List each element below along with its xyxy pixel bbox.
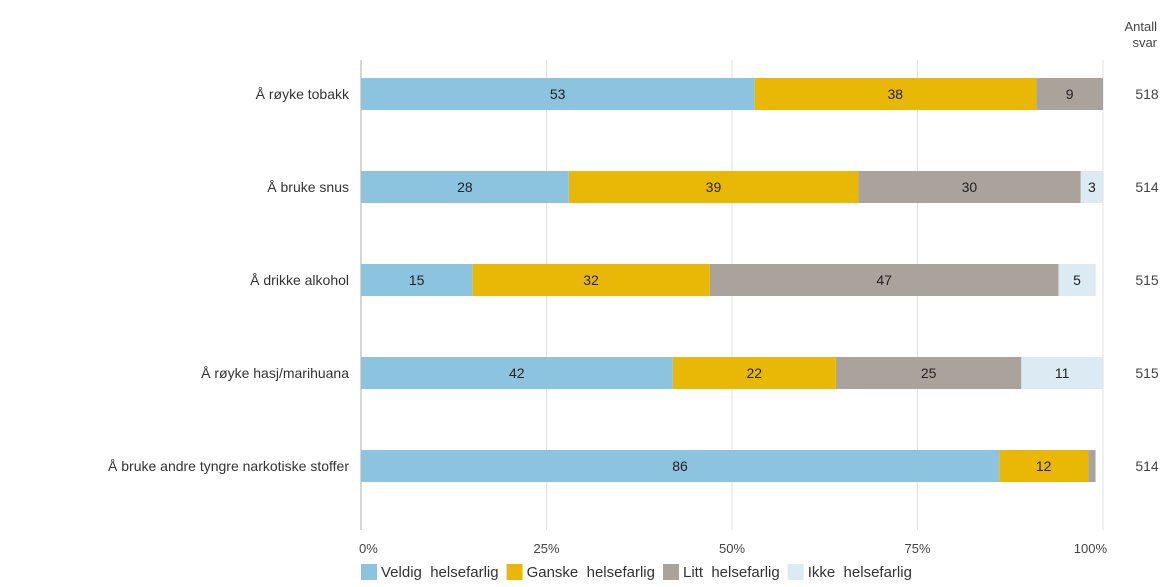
category-labels: Å røyke tobakk Å bruke snus Å drikke alkoh… (108, 86, 350, 474)
category-label: Å bruke andre tyngre narkotiske stoffer (108, 458, 349, 474)
bar-segment (999, 450, 1089, 482)
bar-segment (754, 78, 1037, 110)
legend-label: Litt helsefarlig (683, 564, 780, 581)
bar-segment (361, 264, 473, 296)
data-label: 5 (1073, 272, 1081, 288)
x-tick-label: 0% (359, 541, 378, 556)
count-value: 515 (1135, 272, 1159, 288)
data-label: 3 (1088, 179, 1096, 195)
x-tick-label: 75% (904, 541, 930, 556)
data-label: 53 (550, 86, 566, 102)
bars: 53 38 9 28 39 30 3 15 32 47 5 42 22 25 11 86 12 (361, 78, 1103, 482)
bar-segment (1058, 264, 1096, 296)
count-value: 514 (1135, 458, 1159, 474)
data-label: 39 (706, 179, 722, 195)
category-label: Å røyke tobakk (256, 86, 350, 102)
bar-segment (1036, 78, 1103, 110)
data-label: 86 (672, 458, 688, 474)
bar-segment (672, 357, 836, 389)
bar-segment (709, 264, 1059, 296)
bar-segment (858, 171, 1081, 203)
legend-swatch (662, 564, 679, 580)
category-label: Å røyke hasj/marihuana (201, 365, 349, 381)
data-label: 22 (746, 365, 762, 381)
data-label: 15 (409, 272, 425, 288)
bar-segment (361, 171, 569, 203)
data-label: 47 (876, 272, 892, 288)
category-label: Å drikke alkohol (250, 272, 349, 288)
legend-label: Ikke helsefarlig (808, 564, 912, 581)
data-label: 9 (1066, 86, 1074, 102)
legend-label: Veldig helsefarlig (381, 564, 499, 581)
data-label: 28 (457, 179, 473, 195)
bar-segment (472, 264, 710, 296)
bar-segment (835, 357, 1022, 389)
x-axis-ticks: 0% 25% 50% 75% 100% (359, 541, 1107, 556)
x-tick-label: 100% (1074, 541, 1108, 556)
data-label: 30 (962, 179, 978, 195)
count-header: Antall (1124, 19, 1157, 34)
count-value: 515 (1135, 365, 1159, 381)
legend-swatch (506, 564, 523, 580)
legend-label: Ganske helsefarlig (527, 564, 655, 581)
count-value: 518 (1135, 86, 1159, 102)
data-label: 42 (509, 365, 525, 381)
legend-swatch (361, 564, 377, 580)
data-label: 12 (1036, 458, 1052, 474)
count-header: svar (1132, 35, 1157, 50)
data-label: 25 (921, 365, 937, 381)
legend: Veldig helsefarlig Ganske helsefarlig Litt… (361, 564, 912, 581)
bar-segment (361, 78, 755, 110)
data-label: 32 (583, 272, 599, 288)
legend-swatch (787, 564, 804, 580)
bar-segment (361, 450, 1000, 482)
count-value: 514 (1135, 179, 1159, 195)
bar-segment (1021, 357, 1103, 389)
bar-segment (361, 357, 673, 389)
x-tick-label: 50% (719, 541, 745, 556)
data-label: 11 (1055, 365, 1070, 381)
bar-segment (568, 171, 859, 203)
x-tick-label: 25% (533, 541, 559, 556)
bar-segment (1088, 450, 1096, 482)
data-label: 38 (887, 86, 903, 102)
bar-segment (1080, 171, 1103, 203)
category-label: Å bruke snus (267, 179, 349, 195)
